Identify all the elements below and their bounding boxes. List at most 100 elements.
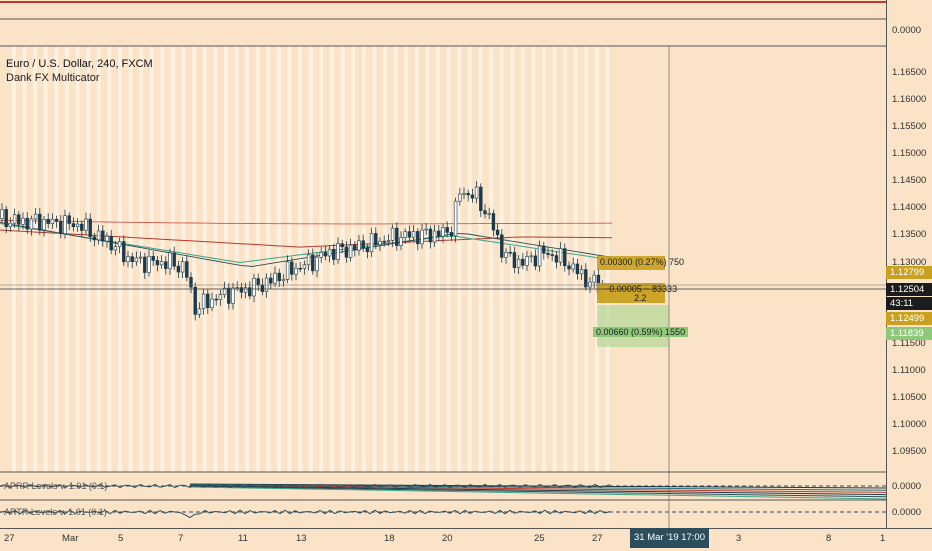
candle-body <box>130 256 134 262</box>
candle-body <box>33 213 38 220</box>
session-stripe <box>181 46 186 472</box>
candle-body <box>80 223 84 231</box>
candle-body <box>311 254 315 272</box>
candle-body <box>38 213 42 231</box>
time-tick: 27 <box>592 533 603 544</box>
candle-body <box>588 281 592 288</box>
candle-body <box>71 223 76 228</box>
candle-body <box>474 186 479 199</box>
price-tick: 1.15000 <box>892 148 927 160</box>
candle-body <box>546 252 550 255</box>
candle-body <box>63 215 67 234</box>
indicator1-line <box>189 484 887 493</box>
candle-body <box>193 286 197 315</box>
session-stripe <box>393 46 398 472</box>
indicator2-label[interactable]: ARTR Levels v. 1.01 (0.1) <box>4 507 107 517</box>
candle-body <box>25 217 29 230</box>
time-tick: 25 <box>534 533 545 544</box>
candle-body <box>290 261 294 275</box>
candle-body <box>449 232 454 237</box>
candle-body <box>470 194 475 199</box>
candle-body <box>458 193 462 202</box>
price-tick: 1.11500 <box>892 337 926 349</box>
stop-label[interactable]: 0.00660 (0.59%) 1550 <box>593 327 689 337</box>
session-stripe <box>224 46 228 472</box>
candle-body <box>567 265 571 270</box>
candle-body <box>592 274 596 283</box>
indicator1-lines <box>0 483 887 500</box>
target-label[interactable]: 0.00300 (0.27%) 750 <box>600 257 685 267</box>
candle-body <box>172 252 176 267</box>
session-stripe <box>118 46 122 472</box>
session-stripe <box>192 46 197 472</box>
session-stripe <box>361 46 366 472</box>
stop-zone <box>597 305 669 347</box>
symbol-title[interactable]: Euro / U.S. Dollar, 240, FXCM <box>6 58 153 70</box>
indicator1-line <box>189 485 887 496</box>
indicator1-tick: 0.0000 <box>892 481 922 492</box>
candle-body <box>529 255 533 258</box>
time-tick: 20 <box>442 533 453 544</box>
candle-body <box>227 287 231 304</box>
candle-body <box>508 251 512 254</box>
candle-body <box>75 223 80 228</box>
price-tick: 1.16000 <box>892 94 927 106</box>
candle-body <box>105 235 109 242</box>
candle-body <box>332 248 336 260</box>
candle-body <box>92 236 97 241</box>
indicator-title[interactable]: Dank FX Multicator <box>6 72 100 84</box>
candle-body <box>113 246 118 251</box>
candle-body <box>214 298 218 301</box>
candle-body <box>479 186 483 211</box>
candle-body <box>445 227 449 233</box>
candle-body <box>432 230 437 243</box>
candle-body <box>462 192 466 195</box>
session-stripe <box>404 46 409 472</box>
session-stripe <box>33 46 38 472</box>
candle-body <box>327 248 332 257</box>
session-stripe <box>160 46 165 472</box>
time-tick: 18 <box>384 533 395 544</box>
candle-body <box>29 218 34 230</box>
session-stripe <box>510 46 515 472</box>
candle-body <box>353 244 357 251</box>
candle-body <box>281 279 286 282</box>
current-price-tag: 1.12504 <box>886 283 932 296</box>
price-axis[interactable] <box>886 0 932 528</box>
candle-body <box>88 218 92 238</box>
candle-body <box>374 233 378 246</box>
candle-body <box>155 260 160 266</box>
candle-body <box>395 227 399 246</box>
candle-body <box>542 245 546 254</box>
session-stripe <box>12 46 16 472</box>
candle-body <box>550 254 554 256</box>
session-stripe <box>340 46 345 472</box>
candle-body <box>357 240 361 251</box>
candle-body <box>533 255 538 267</box>
candle-body <box>575 263 580 275</box>
time-tick: 27 <box>4 533 15 544</box>
session-stripe <box>330 46 334 472</box>
candle-body <box>59 220 63 234</box>
price-tick: 1.13500 <box>892 229 927 241</box>
candle-body <box>521 258 525 266</box>
candle-body <box>516 258 521 268</box>
candle-body <box>269 277 273 284</box>
candle-body <box>319 252 323 258</box>
candle-body <box>285 261 290 280</box>
candle-body <box>294 267 298 275</box>
indicator1-signal <box>0 483 611 489</box>
candle-body <box>382 240 386 243</box>
candle-body <box>46 218 50 224</box>
candle-body <box>117 241 122 248</box>
time-tick: 11 <box>238 533 248 544</box>
candle-body <box>273 272 277 284</box>
indicator1-label[interactable]: APRR Levels v. 1.01 (0.1) <box>4 481 108 491</box>
time-axis[interactable] <box>0 528 932 551</box>
target-zone <box>597 256 665 270</box>
candle-body <box>424 228 428 231</box>
price-tick: 1.10000 <box>892 418 927 430</box>
session-stripe <box>107 46 112 472</box>
candle-body <box>147 255 151 273</box>
